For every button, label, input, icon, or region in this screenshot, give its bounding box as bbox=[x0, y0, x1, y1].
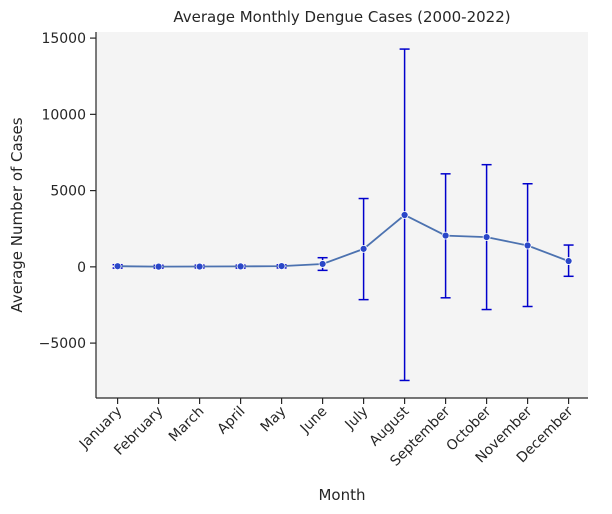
axes bbox=[95, 32, 588, 399]
chart-title: Average Monthly Dengue Cases (2000-2022) bbox=[173, 8, 510, 26]
data-point bbox=[441, 231, 450, 240]
data-point bbox=[154, 262, 163, 271]
x-tick-label: July bbox=[342, 404, 372, 434]
data-point bbox=[277, 262, 286, 270]
y-axis-ticks: −5000 0 5000 10000 15000 bbox=[39, 31, 96, 352]
data-points bbox=[113, 211, 573, 271]
data-point bbox=[113, 262, 122, 271]
plot-area bbox=[96, 32, 588, 398]
x-tick-label: March bbox=[166, 404, 207, 445]
y-axis-label: Average Number of Cases bbox=[8, 117, 26, 312]
y-tick-label: 15000 bbox=[41, 31, 86, 47]
data-point bbox=[318, 260, 327, 268]
x-tick-label: April bbox=[214, 404, 248, 438]
data-point bbox=[564, 257, 573, 265]
y-tick-label: −5000 bbox=[39, 336, 86, 352]
data-point bbox=[482, 233, 491, 242]
data-point bbox=[359, 244, 368, 253]
y-tick-label: 0 bbox=[77, 260, 86, 276]
x-tick-label: May bbox=[258, 404, 290, 436]
data-point bbox=[195, 262, 204, 271]
series-line bbox=[117, 213, 569, 268]
data-point bbox=[236, 262, 245, 271]
x-tick-label: June bbox=[297, 404, 331, 438]
data-point bbox=[523, 241, 532, 250]
series-path bbox=[117, 213, 569, 268]
y-tick-label: 10000 bbox=[41, 107, 86, 123]
x-axis-label: Month bbox=[318, 486, 365, 504]
data-point bbox=[400, 211, 409, 219]
y-tick-label: 5000 bbox=[50, 184, 86, 200]
